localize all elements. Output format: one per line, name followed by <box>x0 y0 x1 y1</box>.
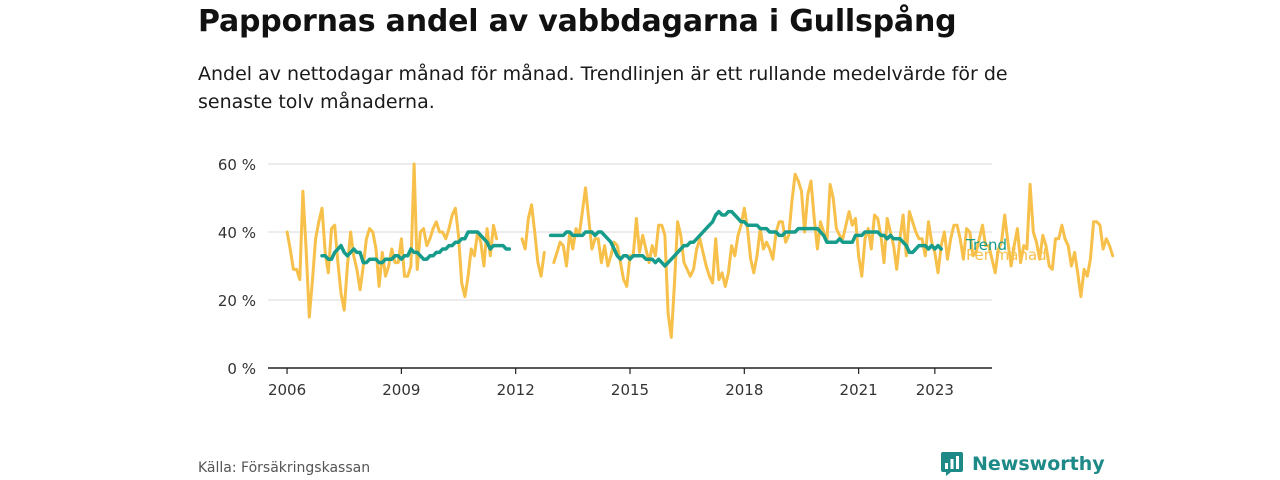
y-tick-label: 40 % <box>218 224 256 242</box>
brand-name: Newsworthy <box>972 453 1105 475</box>
y-tick-label: 0 % <box>227 360 256 378</box>
y-tick-label: 20 % <box>218 292 256 310</box>
x-tick-label: 2018 <box>725 381 763 399</box>
x-tick-label: 2021 <box>840 381 878 399</box>
series-label-monthly: Per månad <box>966 246 1047 264</box>
x-tick-label: 2006 <box>268 381 306 399</box>
bar-chart-logo-icon <box>941 452 963 476</box>
chart-subtitle: Andel av nettodagar månad för månad. Tre… <box>198 63 1008 113</box>
x-tick-label: 2023 <box>916 381 954 399</box>
x-tick-label: 2015 <box>611 381 649 399</box>
x-tick-label: 2009 <box>382 381 420 399</box>
y-tick-label: 60 % <box>218 156 256 174</box>
chart-title: Pappornas andel av vabbdagarna i Gullspå… <box>198 4 957 39</box>
brand-logo[interactable]: Newsworthy <box>940 451 1105 477</box>
series-label-trend: Trend <box>965 236 1007 254</box>
series-line-trend <box>320 209 943 268</box>
series-line-monthly <box>285 162 1115 339</box>
source-note: Källa: Försäkringskassan <box>198 460 371 476</box>
x-tick-label: 2012 <box>497 381 535 399</box>
